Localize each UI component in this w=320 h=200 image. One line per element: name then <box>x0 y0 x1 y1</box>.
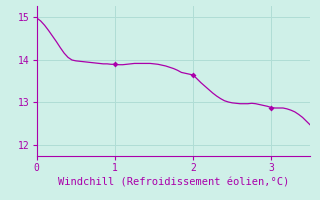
X-axis label: Windchill (Refroidissement éolien,°C): Windchill (Refroidissement éolien,°C) <box>58 177 289 187</box>
